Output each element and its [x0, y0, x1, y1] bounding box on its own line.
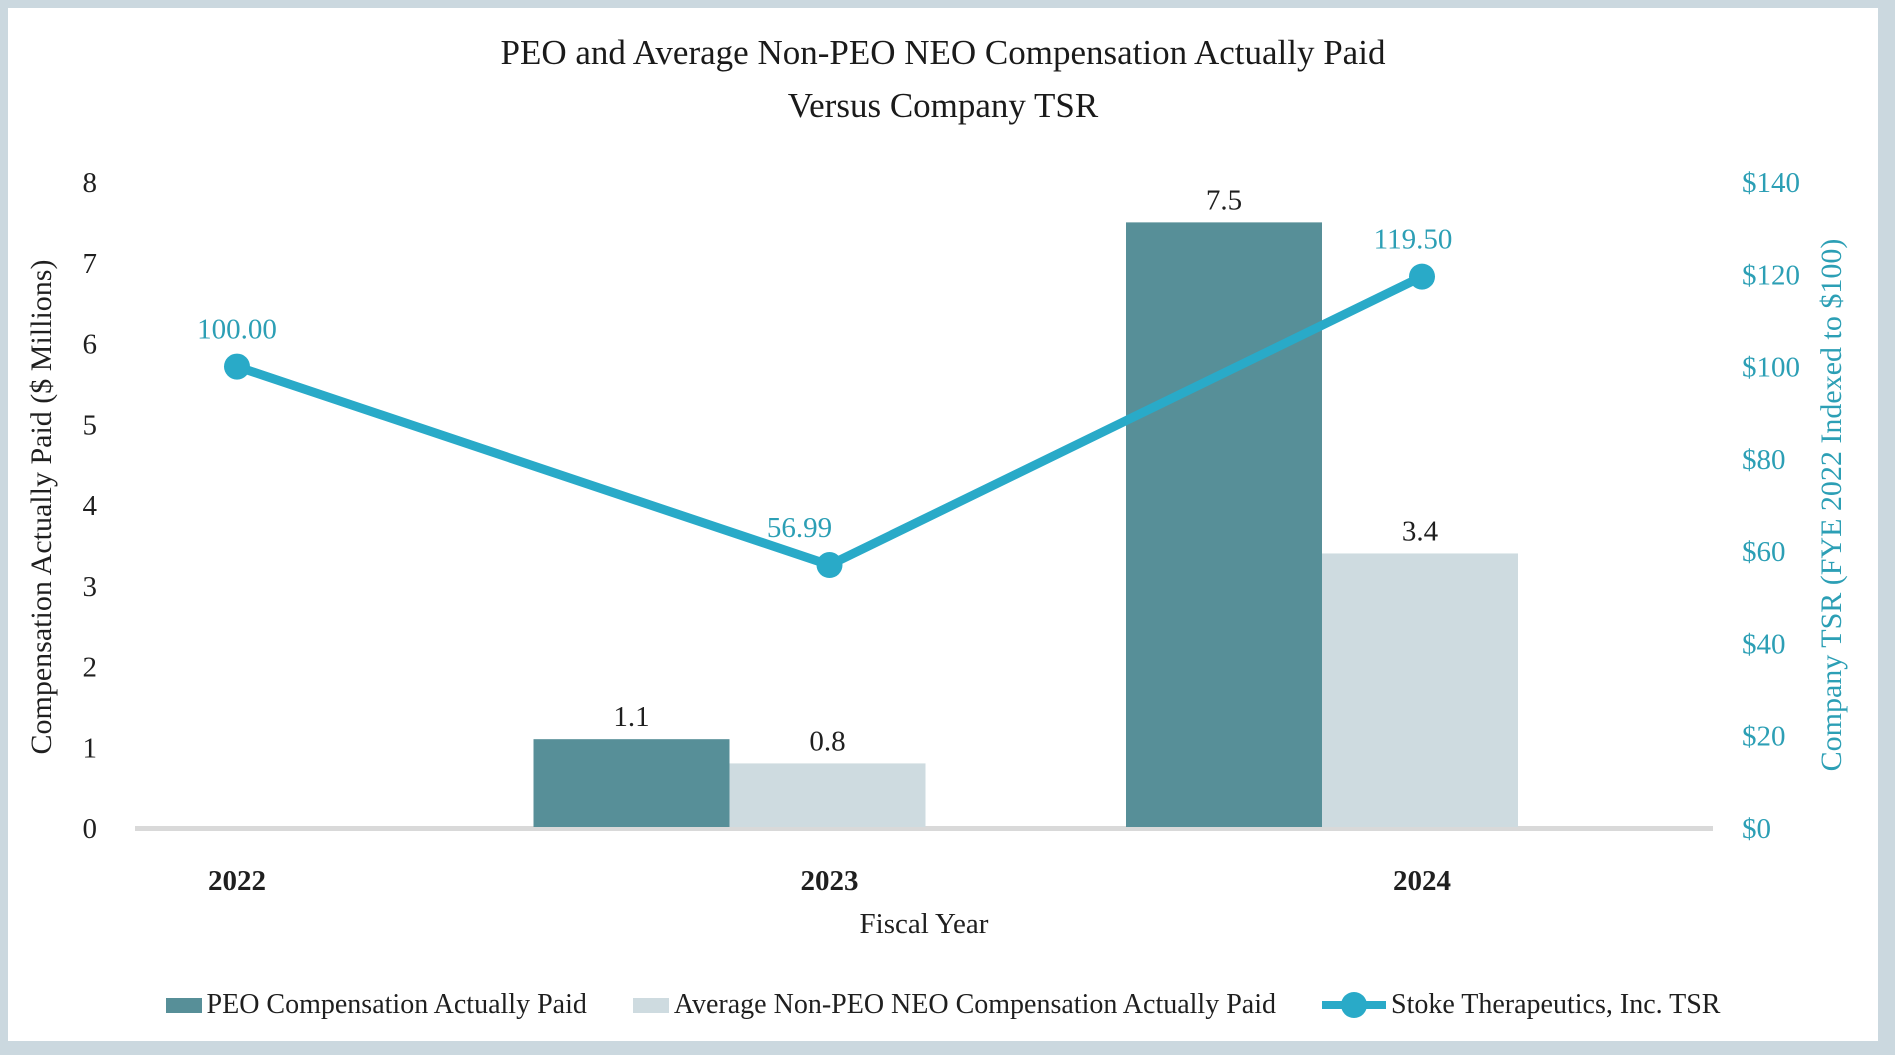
y-tick-label-left: 4: [83, 490, 98, 522]
tsr-point-label: 56.99: [767, 512, 832, 544]
y-tick-label-left: 2: [83, 652, 98, 684]
bar-nonpeo: [1322, 553, 1518, 827]
tsr-point-label: 100.00: [197, 314, 277, 346]
y-tick-label-right: $0: [1742, 813, 1771, 845]
legend-label-peo: PEO Compensation Actually Paid: [206, 989, 587, 1020]
y-tick-label-right: $120: [1742, 259, 1800, 291]
x-tick-label: 2023: [801, 865, 859, 897]
bar-peo: [533, 739, 730, 827]
bar-nonpeo: [729, 763, 926, 827]
nonpeo-bar-swatch-icon: [632, 997, 669, 1013]
peo-bar-swatch-icon: [165, 997, 202, 1013]
bar-peo: [1126, 222, 1322, 827]
bar-value-label: 7.5: [1206, 184, 1242, 216]
legend-label-tsr: Stoke Therapeutics, Inc. TSR: [1391, 989, 1721, 1020]
chart-canvas: [8, 8, 1878, 1041]
left-axis-title: Compensation Actually Paid ($ Millions): [25, 259, 58, 755]
y-tick-label-right: $60: [1742, 536, 1786, 568]
chart-title: PEO and Average Non-PEO NEO Compensation…: [8, 26, 1878, 132]
legend-item-tsr: Stoke Therapeutics, Inc. TSR: [1322, 989, 1720, 1021]
bar-value-label: 1.1: [613, 701, 649, 733]
y-tick-label-right: $20: [1742, 721, 1786, 753]
y-tick-label-right: $40: [1742, 628, 1786, 660]
y-tick-label-left: 3: [83, 571, 98, 603]
tsr-point: [224, 353, 250, 380]
legend: PEO Compensation Actually Paid Average N…: [8, 983, 1878, 1027]
chart-title-line1: PEO and Average Non-PEO NEO Compensation…: [500, 33, 1386, 72]
y-tick-label-left: 7: [83, 248, 98, 280]
y-tick-label-left: 0: [83, 813, 98, 845]
bar-value-label: 3.4: [1402, 515, 1439, 547]
x-tick-label: 2022: [208, 865, 266, 897]
legend-label-nonpeo: Average Non-PEO NEO Compensation Actuall…: [673, 989, 1276, 1020]
y-tick-label-right: $80: [1742, 444, 1786, 476]
tsr-point: [1409, 263, 1435, 290]
y-tick-label-left: 1: [83, 732, 98, 764]
x-axis-title: Fiscal Year: [859, 908, 989, 940]
y-tick-label-left: 8: [83, 167, 98, 199]
bar-value-label: 0.8: [809, 725, 845, 757]
legend-item-nonpeo: Average Non-PEO NEO Compensation Actuall…: [632, 989, 1276, 1021]
right-axis-title: Company TSR (FYE 2022 Indexed to $100): [1815, 238, 1848, 772]
y-tick-label-right: $140: [1742, 167, 1800, 199]
tsr-point-label: 119.50: [1374, 224, 1453, 256]
tsr-point: [816, 552, 843, 579]
legend-item-peo: PEO Compensation Actually Paid: [165, 989, 587, 1021]
y-tick-label-left: 5: [83, 409, 98, 441]
chart-title-line2: Versus Company TSR: [787, 86, 1099, 125]
tsr-line-marker-icon: [1322, 992, 1386, 1018]
y-tick-label-left: 6: [83, 329, 98, 361]
x-tick-label: 2024: [1393, 865, 1451, 897]
y-tick-label-right: $100: [1742, 352, 1800, 384]
